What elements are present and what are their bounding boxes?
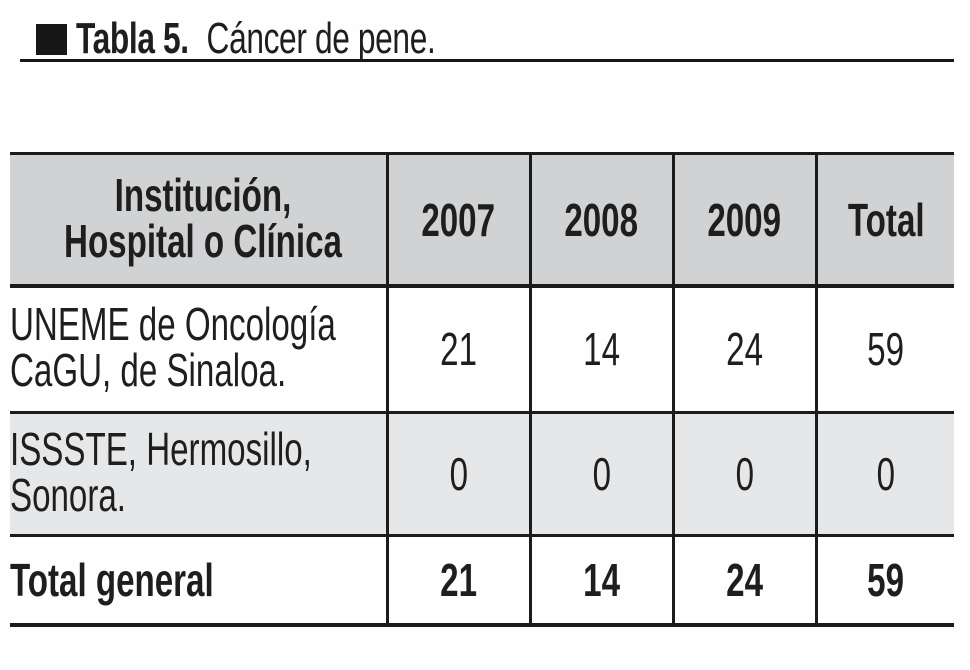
total-cell-total: 59 — [814, 535, 954, 627]
cell-value: 14 — [583, 323, 620, 376]
value-cell-2007: 0 — [385, 412, 530, 537]
header-cell-2009: 2009 — [671, 152, 816, 288]
cell-value: 21 — [440, 553, 477, 606]
table-row-issste: ISSSTE, Hermosillo, Sonora. 0 0 0 0 — [10, 412, 954, 537]
cell-value: 0 — [449, 447, 468, 500]
cell-value: 24 — [726, 553, 763, 606]
header-cell-institution: Institución, Hospital o Clínica — [10, 152, 387, 288]
value-cell-2009: 0 — [671, 412, 816, 537]
header-cell-2007: 2007 — [385, 152, 530, 288]
total-label-cell: Total general — [10, 535, 387, 627]
institution-text: ISSSTE, Hermosillo, Sonora. — [10, 426, 312, 518]
cell-value: 0 — [876, 447, 895, 500]
cell-value: 0 — [592, 447, 611, 500]
cell-value: 59 — [867, 553, 905, 606]
cell-value: 21 — [440, 323, 477, 376]
caption-underline-rule — [20, 59, 954, 62]
caption-text: Tabla 5. Cáncer de pene. — [76, 14, 436, 64]
header-total-label: Total — [847, 193, 925, 246]
institution-cell: UNEME de Oncología CaGU, de Sinaloa. — [10, 286, 387, 414]
table-caption: Tabla 5. Cáncer de pene. — [36, 14, 575, 63]
cell-value: 14 — [583, 553, 620, 606]
institution-line2: Sonora. — [10, 468, 127, 521]
header-institution-line2: Hospital o Clínica — [64, 214, 342, 267]
cell-value: 0 — [735, 447, 754, 500]
caption-table-subject: Cáncer de pene. — [206, 14, 436, 63]
value-cell-2007: 21 — [385, 286, 530, 414]
value-cell-2009: 24 — [671, 286, 816, 414]
header-year-label: 2009 — [707, 193, 782, 246]
value-cell-total: 59 — [814, 286, 954, 414]
header-cell-total: Total — [814, 152, 954, 288]
black-square-marker-icon — [36, 23, 67, 55]
institution-text: UNEME de Oncología CaGU, de Sinaloa. — [10, 301, 336, 393]
total-label: Total general — [10, 553, 214, 606]
value-cell-2008: 0 — [528, 412, 673, 537]
value-cell-total: 0 — [814, 412, 954, 537]
institution-line1: UNEME de Oncología — [10, 298, 336, 351]
header-cell-2008: 2008 — [528, 152, 673, 288]
caption-table-number: Tabla 5. — [76, 14, 189, 63]
institution-line1: ISSSTE, Hermosillo, — [10, 422, 312, 475]
cell-value: 59 — [867, 323, 905, 376]
data-table: Institución, Hospital o Clínica 2007 200… — [10, 152, 954, 627]
value-cell-2008: 14 — [528, 286, 673, 414]
institution-line2: CaGU, de Sinaloa. — [10, 344, 287, 397]
header-institution-line1: Institución, — [114, 168, 292, 221]
header-year-label: 2008 — [564, 193, 639, 246]
cell-value: 24 — [726, 323, 763, 376]
header-institution-text: Institución, Hospital o Clínica — [64, 172, 342, 264]
table-total-row: Total general 21 14 24 59 — [10, 535, 954, 627]
institution-cell: ISSSTE, Hermosillo, Sonora. — [10, 412, 387, 537]
total-cell-2007: 21 — [385, 535, 530, 627]
total-cell-2009: 24 — [671, 535, 816, 627]
total-cell-2008: 14 — [528, 535, 673, 627]
table-row-uneme: UNEME de Oncología CaGU, de Sinaloa. 21 … — [10, 286, 954, 414]
header-year-label: 2007 — [421, 193, 496, 246]
table-header-row: Institución, Hospital o Clínica 2007 200… — [10, 152, 954, 288]
